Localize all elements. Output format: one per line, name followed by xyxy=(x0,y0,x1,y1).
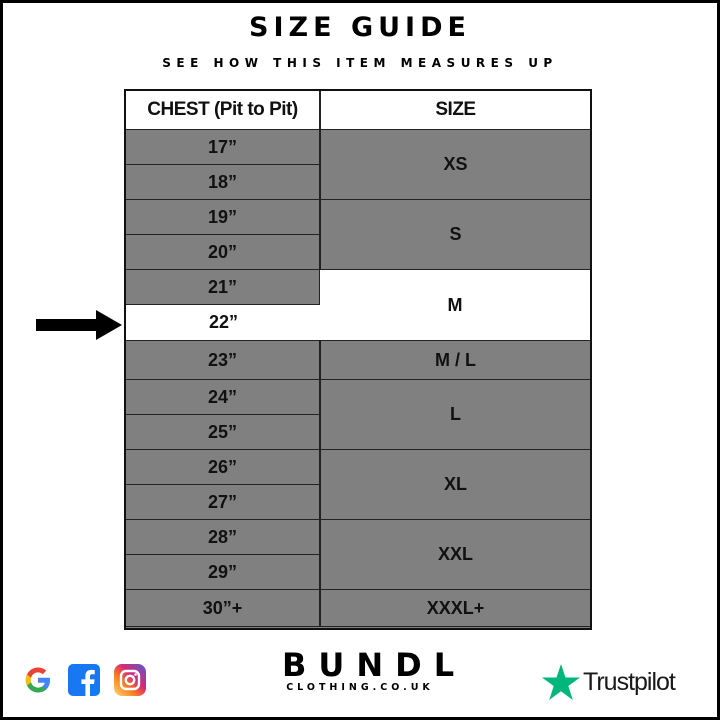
chest-cell: 26” xyxy=(126,450,321,485)
brand-website: CLOTHING.CO.UK xyxy=(286,682,434,693)
page-subtitle: SEE HOW THIS ITEM MEASURES UP xyxy=(162,56,558,70)
chest-cell: 25” xyxy=(126,415,321,450)
chest-cell: 23” xyxy=(126,341,321,380)
trustpilot-star-icon xyxy=(542,664,580,700)
google-icon[interactable] xyxy=(22,664,54,696)
arrow-right-icon xyxy=(36,310,122,340)
chest-cell: 18” xyxy=(126,165,321,200)
size-cell: XXXL+ xyxy=(321,590,590,627)
size-cell: M / L xyxy=(321,341,590,380)
size-cell: S xyxy=(321,200,590,270)
trustpilot-logo[interactable]: Trustpilot xyxy=(542,664,676,700)
chest-cell: 17” xyxy=(126,130,321,165)
chest-cell: 28” xyxy=(126,520,321,555)
size-cell: XL xyxy=(321,450,590,520)
instagram-icon[interactable] xyxy=(114,664,146,696)
chest-cell: 20” xyxy=(126,235,321,270)
facebook-icon[interactable] xyxy=(68,664,100,696)
page-title: SIZE GUIDE xyxy=(249,12,471,43)
column-header-chest: CHEST (Pit to Pit) xyxy=(126,91,321,130)
chest-cell: 24” xyxy=(126,380,321,415)
chest-cell: 21” xyxy=(126,270,321,305)
trustpilot-label: Trustpilot xyxy=(583,667,676,696)
size-table: CHEST (Pit to Pit) SIZE 17” 18” 19” 20” 21” 22”… xyxy=(124,89,592,630)
brand-logo: BUNDL CLOTHING.CO.UK xyxy=(270,646,467,693)
size-cell: XS xyxy=(321,130,590,200)
chest-cell: 27” xyxy=(126,485,321,520)
chest-cell: 30”+ xyxy=(126,590,321,627)
size-cell: M xyxy=(320,270,590,341)
brand-name: BUNDL xyxy=(282,646,467,684)
size-cell: L xyxy=(321,380,590,450)
chest-cell: 19” xyxy=(126,200,321,235)
social-icons xyxy=(22,664,146,696)
chest-cell: 29” xyxy=(126,555,321,590)
size-cell: XXL xyxy=(321,520,590,590)
chest-cell: 22” xyxy=(126,305,321,341)
column-header-size: SIZE xyxy=(321,91,590,130)
